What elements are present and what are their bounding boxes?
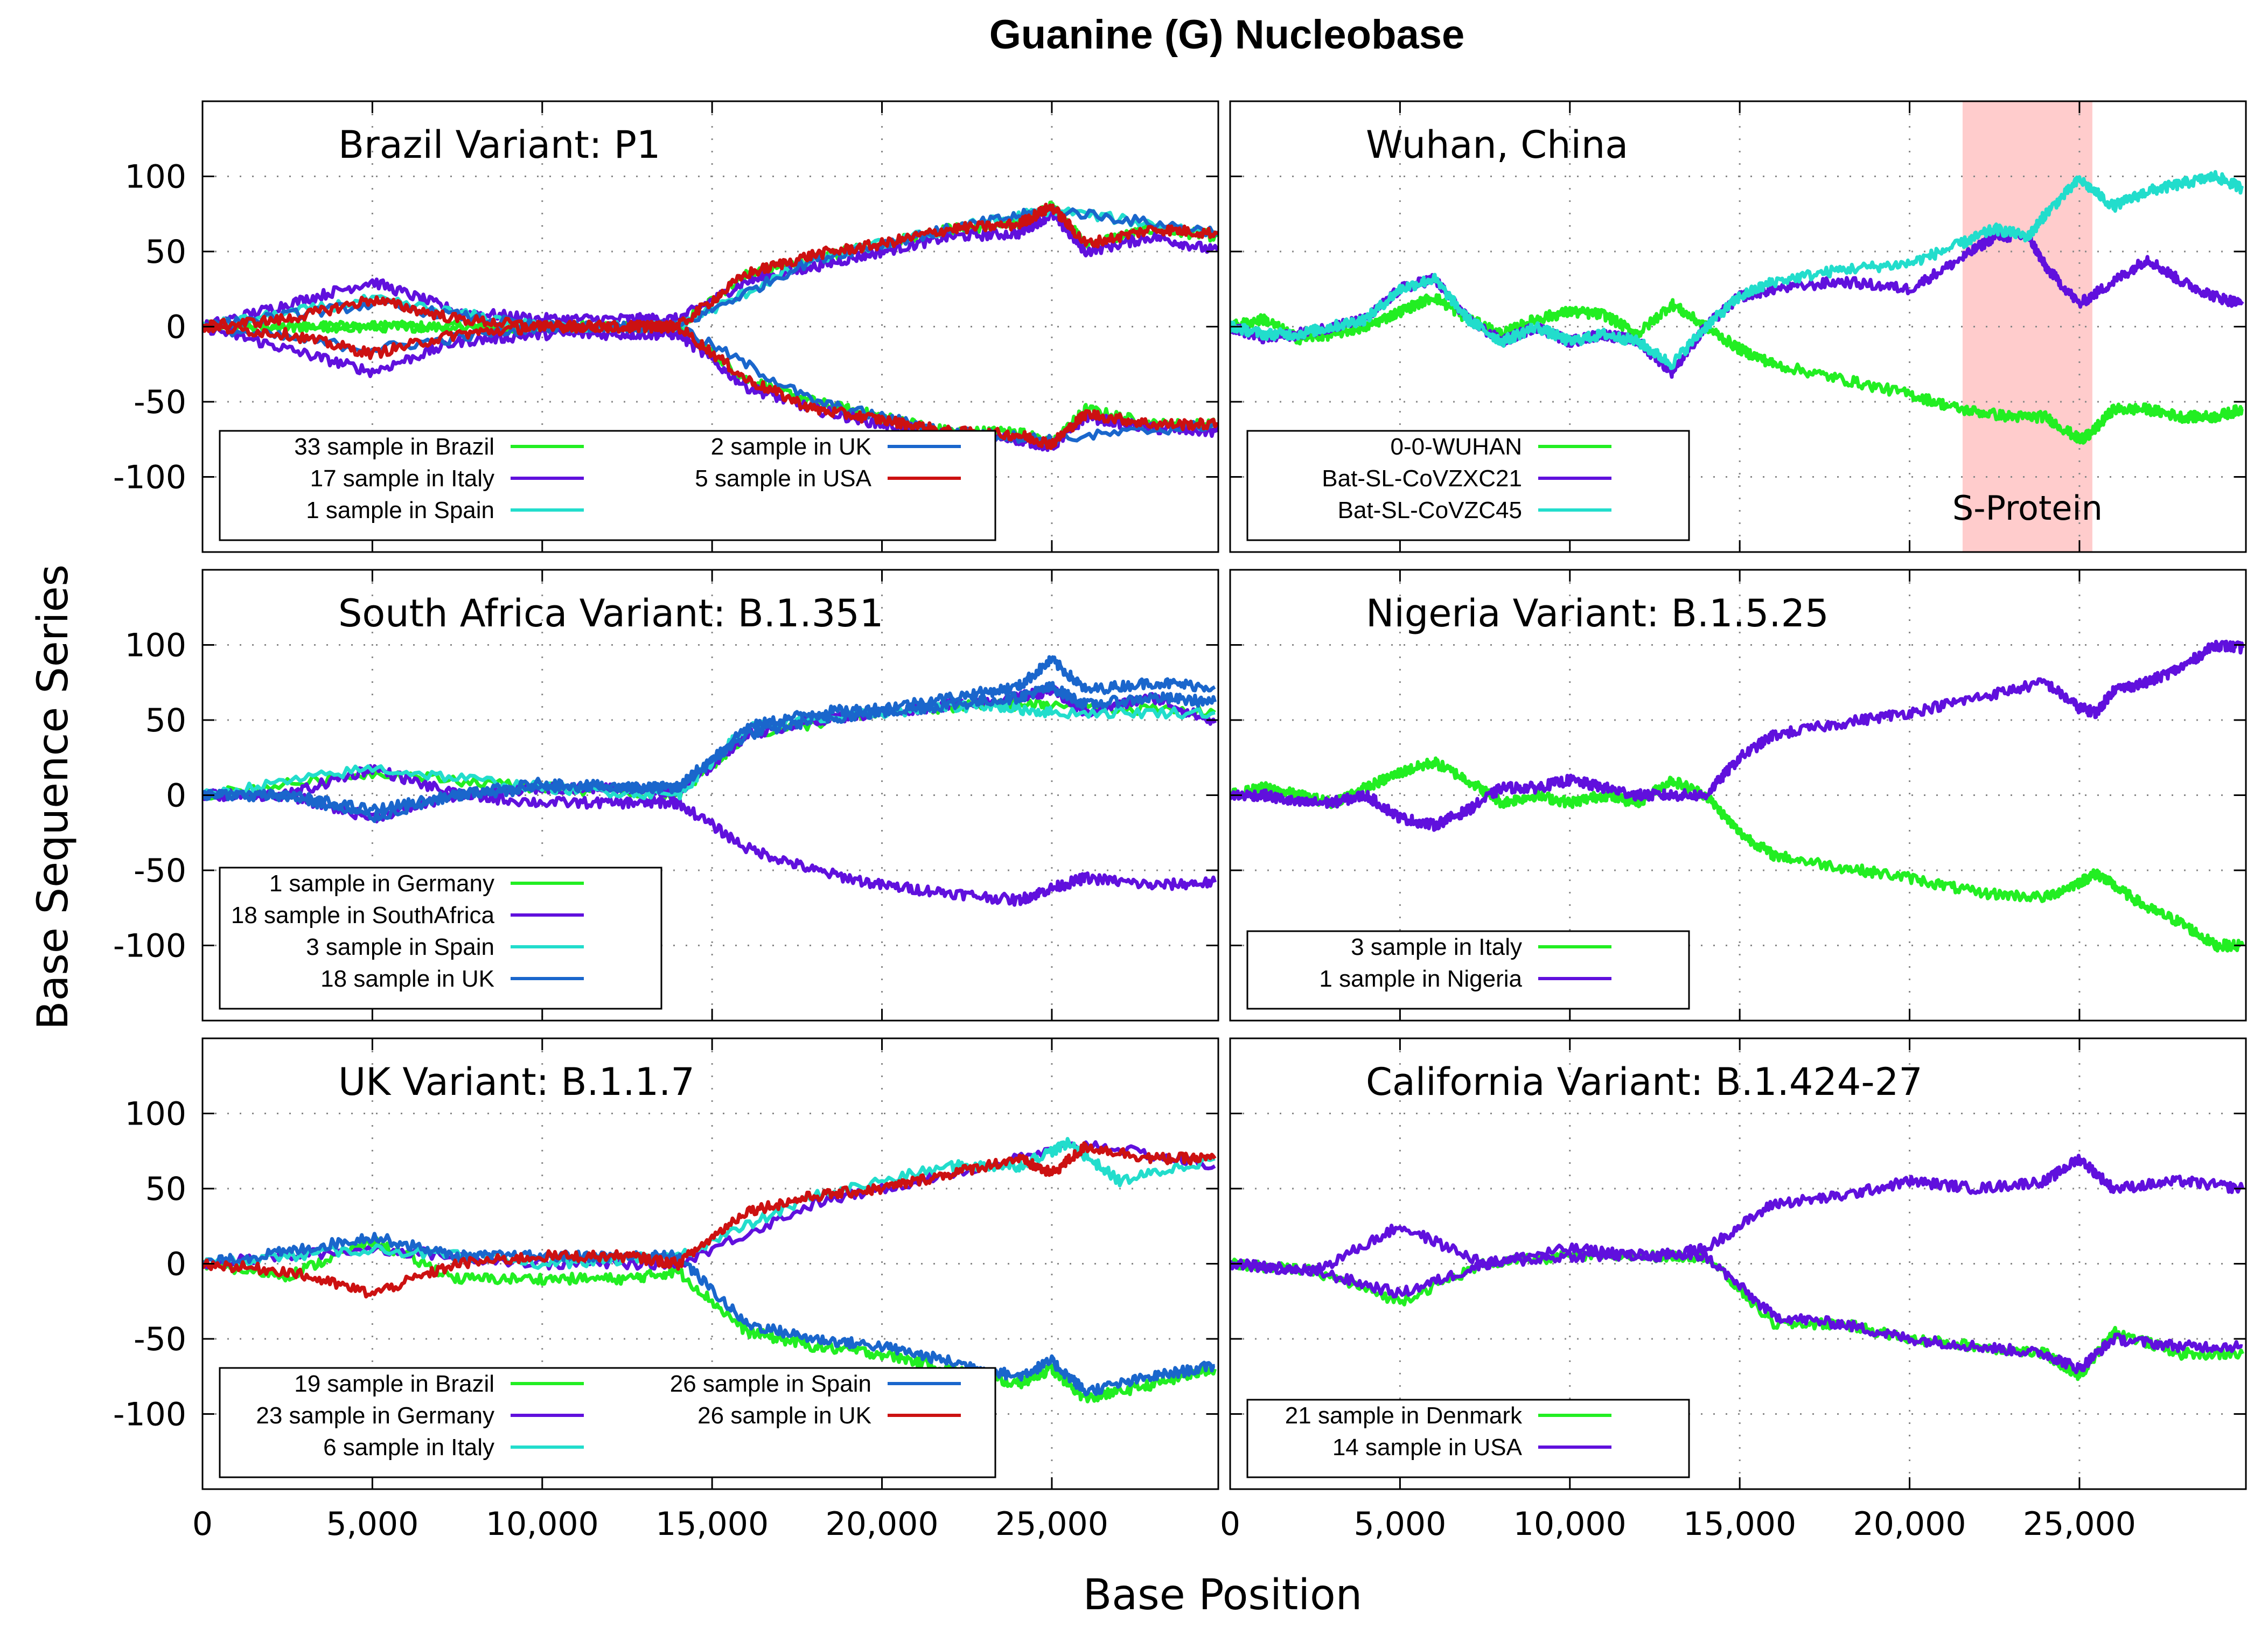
legend-label: 5 sample in USA xyxy=(695,465,871,492)
panel-title: UK Variant: B.1.1.7 xyxy=(338,1060,695,1104)
series-line xyxy=(1230,756,2245,953)
legend-label: 19 sample in Brazil xyxy=(294,1371,494,1397)
panel-title: Nigeria Variant: B.1.5.25 xyxy=(1366,591,1829,636)
series-line xyxy=(203,1232,1216,1396)
series-group xyxy=(1230,170,2244,445)
legend-label: 1 sample in Spain xyxy=(306,497,494,523)
legend-label: 1 sample in Germany xyxy=(269,870,494,897)
y-tick-label: 0 xyxy=(166,777,186,815)
x-tick-label: 0 xyxy=(192,1505,213,1543)
series-group xyxy=(203,200,1218,452)
series-line xyxy=(203,1236,1217,1403)
x-tick-label: 25,000 xyxy=(2023,1505,2136,1543)
x-tick-label: 5,000 xyxy=(1353,1505,1446,1543)
series-line xyxy=(1230,1242,2243,1374)
chart-panel: 100 50 0 -50 -100 Brazil Variant: P1 33 sample… xyxy=(113,100,1219,553)
panel-title: Wuhan, China xyxy=(1366,123,1628,167)
series-group xyxy=(203,655,1217,907)
series-group xyxy=(1230,639,2245,953)
legend-box xyxy=(219,430,996,541)
y-tick-label: -50 xyxy=(134,852,186,890)
legend-label: 0-0-WUHAN xyxy=(1391,434,1522,460)
legend-label: 3 sample in Spain xyxy=(306,934,494,960)
legend-label: 33 sample in Brazil xyxy=(294,434,494,460)
legend-box xyxy=(1246,930,1690,1010)
legend-label: 1 sample in Nigeria xyxy=(1319,966,1522,992)
x-tick-label: 5,000 xyxy=(326,1505,418,1543)
s-protein-label: S-Protein xyxy=(1952,488,2103,528)
legend-label: 14 sample in USA xyxy=(1332,1434,1523,1461)
x-tick-label: 15,000 xyxy=(655,1505,769,1543)
s-protein-band xyxy=(1962,101,2092,552)
x-tick-label: 25,000 xyxy=(995,1505,1108,1543)
series-line xyxy=(203,202,1218,334)
legend-label: Bat-SL-CoVZC45 xyxy=(1338,497,1522,523)
series-line xyxy=(1230,170,2244,371)
legend-label: 26 sample in Spain xyxy=(670,1371,871,1397)
series-line xyxy=(1230,639,2245,832)
legend-label: Bat-SL-CoVZXC21 xyxy=(1322,465,1522,492)
y-tick-label: -100 xyxy=(113,927,186,965)
x-tick-label: 10,000 xyxy=(1513,1505,1627,1543)
legend-label: 23 sample in Germany xyxy=(256,1402,494,1429)
legend-box xyxy=(1246,1399,1690,1478)
series-line xyxy=(203,681,1217,815)
y-tick-label: -50 xyxy=(134,1321,186,1358)
y-tick-label: -100 xyxy=(113,1396,186,1434)
series-group xyxy=(203,1137,1217,1403)
x-tick-label: 20,000 xyxy=(1853,1505,1966,1543)
chart-panel: 100 50 0 -50 -100 0 5,000 10,000 15,000 20,000 25,… xyxy=(113,1037,1219,1543)
series-line xyxy=(203,655,1216,823)
legend-box xyxy=(219,867,662,1010)
legend-label: 18 sample in UK xyxy=(320,966,494,992)
y-tick-label: 50 xyxy=(145,702,186,739)
series-line xyxy=(1230,1154,2245,1277)
series-group xyxy=(1230,1154,2245,1381)
legend-box xyxy=(219,1367,996,1478)
y-tick-label: -50 xyxy=(134,383,186,421)
y-axis-label: Base Sequence Series xyxy=(29,564,78,1030)
x-tick-label: 10,000 xyxy=(486,1505,599,1543)
y-tick-label: 100 xyxy=(124,1095,186,1133)
panel-title: California Variant: B.1.424-27 xyxy=(1366,1060,1923,1104)
series-line xyxy=(203,1141,1217,1298)
panel-title: South Africa Variant: B.1.351 xyxy=(338,591,883,636)
x-tick-label: 0 xyxy=(1220,1505,1240,1543)
x-axis-label: Base Position xyxy=(1083,1571,1362,1619)
panels: 100 50 0 -50 -100 Brazil Variant: P1 33 sample… xyxy=(113,100,2247,1543)
chart-panel: S-Protein Wuhan, China 0-0-WUHAN Bat-SL-CoV… xyxy=(1229,100,2247,553)
legend-label: 17 sample in Italy xyxy=(310,465,494,492)
x-tick-label: 20,000 xyxy=(826,1505,939,1543)
y-tick-label: 100 xyxy=(124,627,186,665)
series-line xyxy=(203,1137,1216,1270)
legend-box xyxy=(1246,430,1690,541)
legend-label: 2 sample in UK xyxy=(711,434,871,460)
x-tick-label: 15,000 xyxy=(1683,1505,1796,1543)
y-tick-label: 50 xyxy=(145,233,186,271)
chart-panel: 100 50 0 -50 -100 South Africa Variant: B.1.3… xyxy=(113,569,1219,1022)
y-tick-label: 0 xyxy=(166,309,186,346)
legend-label: 3 sample in Italy xyxy=(1351,934,1522,960)
y-tick-label: -100 xyxy=(113,459,186,497)
series-line xyxy=(203,684,1217,802)
y-tick-label: 0 xyxy=(166,1246,186,1283)
legend-label: 21 sample in Denmark xyxy=(1285,1402,1523,1429)
y-tick-label: 100 xyxy=(124,158,186,196)
legend-label: 6 sample in Italy xyxy=(323,1434,494,1461)
legend-label: 26 sample in UK xyxy=(697,1402,871,1429)
chart-panel: Nigeria Variant: B.1.5.25 3 sample in Ita… xyxy=(1229,569,2247,1022)
figure-title: Guanine (G) Nucleobase xyxy=(989,12,1465,58)
y-tick-label: 50 xyxy=(145,1170,186,1208)
legend-label: 18 sample in SouthAfrica xyxy=(231,902,495,928)
panel-title: Brazil Variant: P1 xyxy=(338,123,660,167)
series-line xyxy=(203,319,1218,450)
series-line xyxy=(203,700,1216,801)
chart-panel: 0 5,000 10,000 15,000 20,000 25,000 California… xyxy=(1220,1037,2247,1543)
